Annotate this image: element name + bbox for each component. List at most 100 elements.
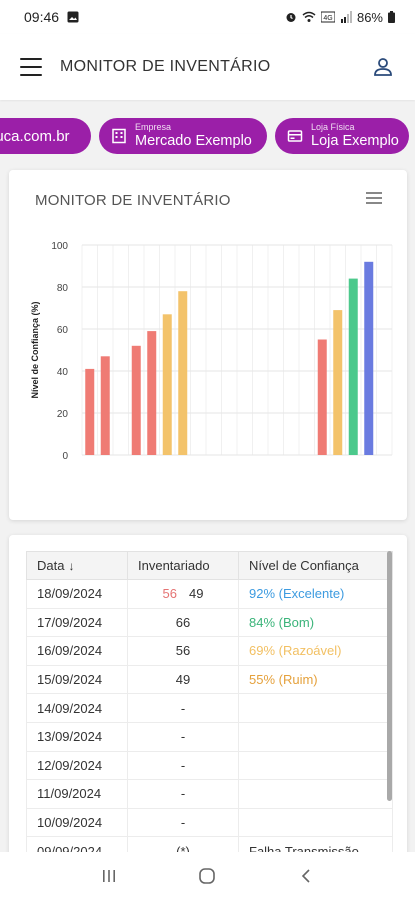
volte-icon: 4G <box>320 11 335 23</box>
user-profile-icon[interactable] <box>371 55 395 79</box>
chart-bar <box>178 291 188 455</box>
chip-store[interactable]: Loja Física Loja Exemplo <box>275 118 409 154</box>
cell-date: 10/09/2024 <box>26 807 128 838</box>
chart-bar <box>364 261 374 455</box>
wifi-icon <box>302 11 316 22</box>
table-row[interactable]: 14/09/2024 - <box>26 693 393 723</box>
cell-date: 14/09/2024 <box>26 693 128 723</box>
alarm-icon <box>286 13 296 22</box>
svg-text:4G: 4G <box>323 15 332 22</box>
home-icon <box>199 868 216 884</box>
signal-icon <box>340 11 352 23</box>
cell-date: 13/09/2024 <box>26 721 128 752</box>
chart-bar <box>147 331 157 455</box>
chart-bar <box>131 345 141 455</box>
cell-inventoried: 49 <box>127 664 239 695</box>
cell-confidence <box>238 750 393 781</box>
chart-title: MONITOR DE INVENTÁRIO <box>35 192 231 209</box>
inventoried-value: - <box>180 757 186 773</box>
table-row[interactable]: 18/09/2024 56 49 92% (Excelente) <box>26 579 393 609</box>
inventoried-value: 49 <box>175 672 191 688</box>
table-row[interactable]: 12/09/2024 - <box>26 750 393 781</box>
cell-inventoried: 66 <box>127 607 239 638</box>
column-header-date[interactable]: Data ↓ <box>26 551 128 580</box>
chart-bar <box>162 314 172 455</box>
inventoried-value: - <box>180 700 186 716</box>
image-icon <box>67 11 79 23</box>
chip-store-label: Loja Exemplo <box>311 133 399 150</box>
y-tick-label: 60 <box>57 325 69 336</box>
cell-confidence <box>238 693 393 723</box>
chip-store-caption: Loja Física <box>311 122 355 133</box>
y-tick-label: 80 <box>57 283 69 294</box>
chip-company-label: Mercado Exemplo <box>135 133 252 150</box>
y-tick-label: 100 <box>51 241 68 252</box>
bar-chart: 0 20 40 60 80 100 Nível de Confiança (%) <box>30 241 393 462</box>
system-navigation-bar <box>0 852 415 900</box>
chip-domain-label: luca.com.br <box>0 127 70 145</box>
context-chips: luca.com.br Empresa Mercado Exemplo Loja… <box>0 118 415 156</box>
cell-inventoried: - <box>127 693 239 723</box>
y-axis-title: Nível de Confiança (%) <box>30 301 40 398</box>
y-tick-label: 40 <box>57 367 69 378</box>
back-button[interactable] <box>292 862 320 890</box>
recent-apps-icon <box>103 870 116 882</box>
chip-company[interactable]: Empresa Mercado Exemplo <box>99 118 267 154</box>
cell-inventoried: 56 49 <box>127 579 239 609</box>
table-header-row: Data ↓ Inventariado Nível de Confiança <box>26 551 393 580</box>
chart-menu-icon[interactable] <box>366 192 382 204</box>
chart-bar <box>100 356 110 455</box>
column-header-inventoried[interactable]: Inventariado <box>127 551 239 580</box>
y-tick-label: 20 <box>57 409 69 420</box>
chip-company-caption: Empresa <box>135 122 172 133</box>
status-bar: 09:46 4G 86% <box>0 0 415 34</box>
table-row[interactable]: 17/09/2024 66 84% (Bom) <box>26 607 393 638</box>
store-icon <box>287 130 303 142</box>
inventoried-value: - <box>180 786 186 802</box>
cell-confidence <box>238 779 393 809</box>
cell-inventoried: - <box>127 779 239 809</box>
cell-inventoried: - <box>127 807 239 838</box>
column-header-confidence[interactable]: Nível de Confiança <box>238 551 393 580</box>
back-icon <box>301 869 310 883</box>
page-title: MONITOR DE INVENTÁRIO <box>60 58 271 75</box>
inventoried-value: 66 <box>175 614 191 630</box>
hamburger-menu-icon[interactable] <box>20 58 42 76</box>
cell-inventoried: 56 <box>127 636 239 666</box>
chart-bar <box>333 310 343 455</box>
inventoried-value: - <box>180 815 186 831</box>
cell-confidence: 92% (Excelente) <box>238 579 393 609</box>
inventoried-value: - <box>180 729 186 745</box>
table-row[interactable]: 15/09/2024 49 55% (Ruim) <box>26 664 393 695</box>
cell-confidence: 84% (Bom) <box>238 607 393 638</box>
inventoried-previous-value: 56 <box>162 586 177 602</box>
chip-domain[interactable]: luca.com.br <box>0 118 91 154</box>
status-time: 09:46 <box>24 9 60 25</box>
cell-inventoried: - <box>127 721 239 752</box>
cell-date: 18/09/2024 <box>26 579 128 609</box>
battery-level: 86% <box>356 9 383 25</box>
recent-apps-button[interactable] <box>95 862 123 890</box>
chart-bar <box>85 368 95 455</box>
chart-bar <box>348 278 358 455</box>
cell-confidence <box>238 721 393 752</box>
cell-date: 15/09/2024 <box>26 664 128 695</box>
building-icon <box>112 128 126 144</box>
cell-confidence: 55% (Ruim) <box>238 664 393 695</box>
home-button[interactable] <box>193 862 221 890</box>
chart-bar <box>317 339 327 455</box>
table-row[interactable]: 10/09/2024 - <box>26 807 393 838</box>
table-row[interactable]: 11/09/2024 - <box>26 779 393 809</box>
cell-date: 11/09/2024 <box>26 779 128 809</box>
table-row[interactable]: 13/09/2024 - <box>26 721 393 752</box>
cell-date: 12/09/2024 <box>26 750 128 781</box>
table-row[interactable]: 16/09/2024 56 69% (Razoável) <box>26 636 393 666</box>
table-card: Data ↓ Inventariado Nível de Confiança 18… <box>9 535 407 865</box>
cell-date: 17/09/2024 <box>26 607 128 638</box>
battery-icon <box>388 11 395 23</box>
cell-confidence <box>238 807 393 838</box>
sort-arrow-icon[interactable]: ↓ <box>68 559 75 573</box>
table-scrollbar[interactable] <box>387 551 392 801</box>
cell-inventoried: - <box>127 750 239 781</box>
app-bar: MONITOR DE INVENTÁRIO <box>0 34 415 100</box>
